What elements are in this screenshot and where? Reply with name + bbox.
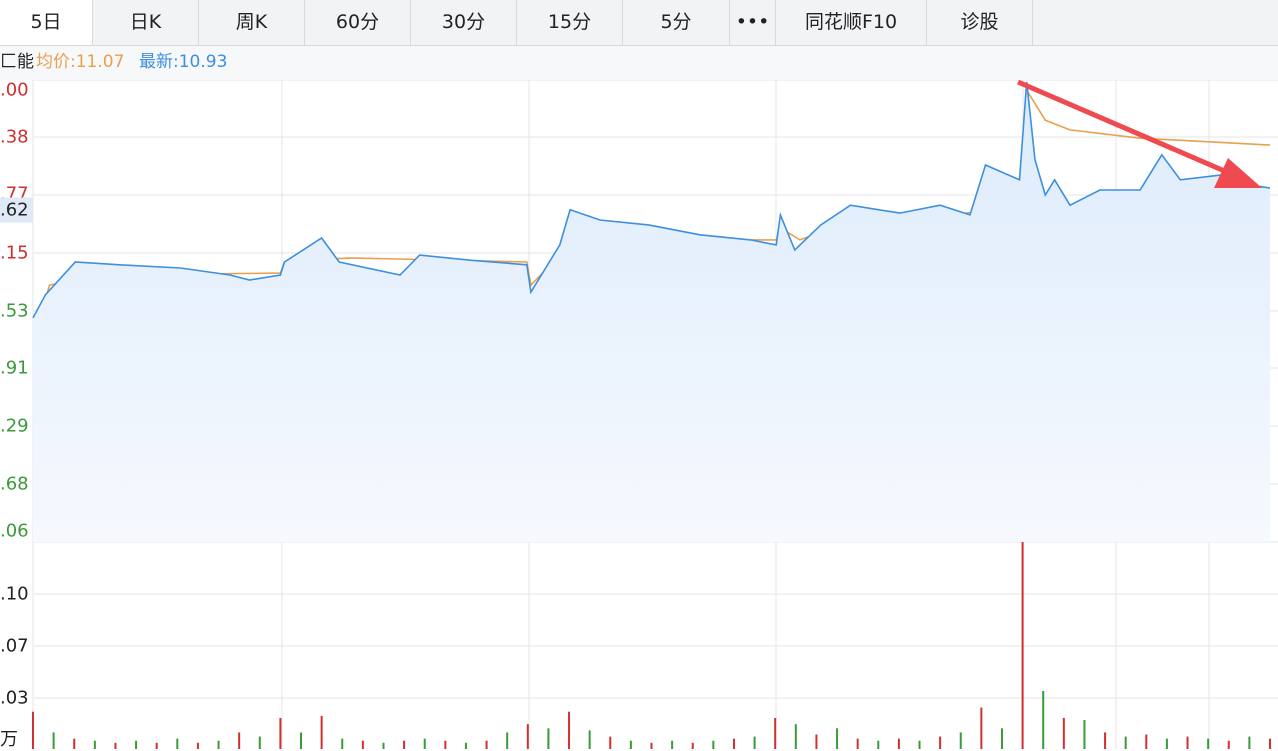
tab[interactable]: 5分 bbox=[623, 0, 730, 45]
volume-bar bbox=[1248, 736, 1251, 749]
tab[interactable]: 日K bbox=[93, 0, 199, 45]
tab[interactable]: ••• bbox=[730, 0, 776, 45]
volume-bar bbox=[238, 732, 241, 749]
y-tick-label: .00 bbox=[0, 79, 29, 101]
volume-bar bbox=[341, 738, 344, 749]
volume-bar bbox=[506, 732, 509, 749]
volume-bar bbox=[609, 736, 612, 749]
volume-bar bbox=[650, 742, 653, 749]
y-tick-label: .68 bbox=[0, 473, 29, 495]
latest-price: 最新:10.93 bbox=[139, 52, 228, 72]
volume-bar bbox=[1227, 740, 1230, 749]
y-tick-label: .91 bbox=[0, 357, 29, 379]
volume-bar bbox=[135, 740, 138, 749]
volume-bar bbox=[114, 742, 117, 749]
volume-bar bbox=[382, 742, 385, 749]
volume-bar bbox=[1207, 738, 1210, 749]
volume-bar bbox=[1083, 720, 1086, 749]
legend: 匚能 均价:11.07 最新:10.93 bbox=[0, 46, 1278, 80]
volume-bar bbox=[526, 724, 529, 749]
volume-bar bbox=[712, 740, 715, 749]
volume-bar bbox=[464, 742, 467, 749]
tab-bar: 5日 日K 周K 60分 30分 15分 5分 ••• 同花顺F10 诊股 bbox=[0, 0, 1278, 46]
volume-bar bbox=[217, 740, 220, 749]
y-tick-label: .29 bbox=[0, 415, 29, 437]
volume-bar bbox=[320, 715, 323, 749]
tab[interactable]: 30分 bbox=[411, 0, 517, 45]
volume-bar bbox=[176, 738, 179, 749]
y-tick-label: .53 bbox=[0, 300, 29, 322]
volume-bar bbox=[155, 742, 158, 749]
volume-bar bbox=[918, 740, 921, 749]
tab[interactable]: 诊股 bbox=[927, 0, 1033, 45]
volume-bar bbox=[836, 728, 839, 749]
volume-bar bbox=[279, 717, 282, 749]
volume-tick-label: .07 bbox=[0, 635, 29, 657]
volume-bar bbox=[1269, 738, 1271, 749]
volume-bar bbox=[423, 738, 426, 749]
tab[interactable]: 60分 bbox=[305, 0, 411, 45]
volume-tick-label: 万 bbox=[0, 729, 18, 750]
volume-bar bbox=[568, 711, 571, 749]
volume-tick-label: .03 bbox=[0, 687, 29, 709]
y-tick-label: .38 bbox=[0, 126, 29, 148]
volume-bar bbox=[361, 740, 364, 749]
stock-name: 匚能 bbox=[0, 52, 34, 72]
price-area bbox=[33, 81, 1270, 543]
volume-bar bbox=[1042, 691, 1045, 749]
volume-bar bbox=[403, 740, 406, 749]
volume-bar bbox=[1186, 736, 1189, 749]
volume-bar bbox=[753, 736, 756, 749]
arrow-head bbox=[1214, 158, 1262, 188]
volume-bar bbox=[774, 717, 777, 749]
volume-bar bbox=[815, 734, 818, 749]
volume-bar bbox=[1021, 542, 1024, 749]
tab[interactable]: 5日 bbox=[0, 0, 93, 45]
volume-bar bbox=[691, 742, 694, 749]
arrow bbox=[1017, 79, 1251, 185]
y-tick-label: .06 bbox=[0, 520, 29, 542]
volume-bar bbox=[485, 740, 488, 749]
volume-bar bbox=[856, 738, 859, 749]
y-tick-label: .15 bbox=[0, 242, 29, 264]
volume-tick-label: .10 bbox=[0, 583, 29, 605]
volume-bar bbox=[877, 740, 880, 749]
volume-bar bbox=[52, 732, 55, 749]
current-price-label: .62 bbox=[0, 197, 33, 223]
volume-bar bbox=[1145, 734, 1148, 749]
volume-bar bbox=[93, 740, 96, 749]
volume-bar bbox=[1000, 728, 1003, 749]
volume-bar bbox=[629, 740, 632, 749]
volume-bar bbox=[1104, 732, 1107, 749]
volume-bar bbox=[939, 736, 942, 749]
volume-bar bbox=[671, 740, 674, 749]
volume-bar bbox=[897, 738, 900, 749]
volume-bar bbox=[196, 742, 199, 749]
volume-bar bbox=[547, 728, 550, 749]
volume-bar bbox=[1165, 738, 1168, 749]
tab[interactable]: 周K bbox=[199, 0, 305, 45]
avg-price: 均价:11.07 bbox=[36, 52, 125, 72]
volume-bar bbox=[588, 730, 591, 749]
volume-bar bbox=[258, 736, 261, 749]
volume-bar bbox=[32, 711, 34, 749]
volume-bar bbox=[73, 738, 76, 749]
volume-bar bbox=[1062, 717, 1065, 749]
volume-bar bbox=[959, 732, 962, 749]
price-line bbox=[32, 81, 1271, 319]
volume-bar bbox=[732, 738, 735, 749]
volume-bar bbox=[444, 740, 447, 749]
tab[interactable]: 同花顺F10 bbox=[776, 0, 927, 45]
tab[interactable]: 15分 bbox=[517, 0, 623, 45]
volume-bar bbox=[300, 732, 303, 749]
volume-bar bbox=[794, 724, 797, 749]
volume-bar bbox=[980, 707, 983, 749]
volume-bar bbox=[1124, 736, 1127, 749]
